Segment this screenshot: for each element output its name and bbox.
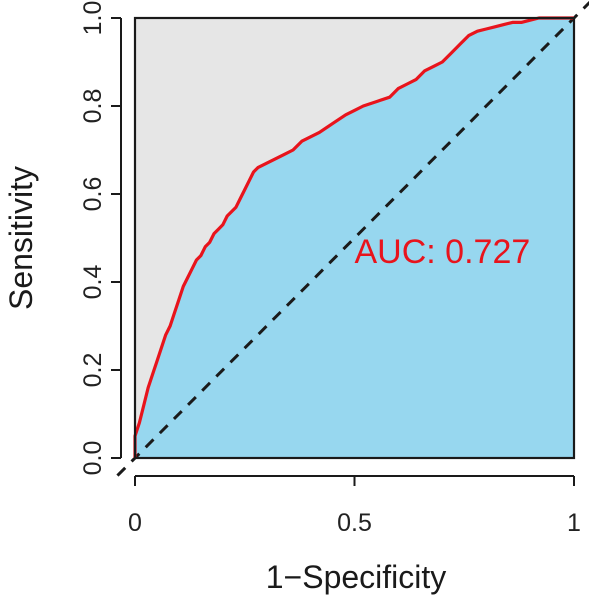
x-axis-title: 1−Specificity (266, 559, 447, 595)
y-tick-label: 0.6 (79, 177, 107, 212)
auc-annotation: AUC: 0.727 (355, 233, 531, 271)
x-tick-label: 0 (128, 509, 142, 537)
y-tick-label: 0.4 (79, 265, 107, 300)
y-tick-label: 0.2 (79, 353, 107, 388)
y-tick-label: 0.8 (79, 89, 107, 124)
y-tick-label: 1.0 (79, 1, 107, 36)
y-axis-title: Sensitivity (3, 166, 39, 310)
plot-border (133, 16, 576, 460)
roc-curve-line (133, 16, 574, 458)
y-axis: 0.0 0.2 0.4 0.6 0.8 1.0 (79, 1, 122, 476)
x-tick-label: 1 (567, 509, 581, 537)
x-tick-label: 0.5 (337, 509, 372, 537)
y-tick-label: 0.0 (79, 441, 107, 476)
x-axis: 0 0.5 1 (128, 475, 581, 537)
